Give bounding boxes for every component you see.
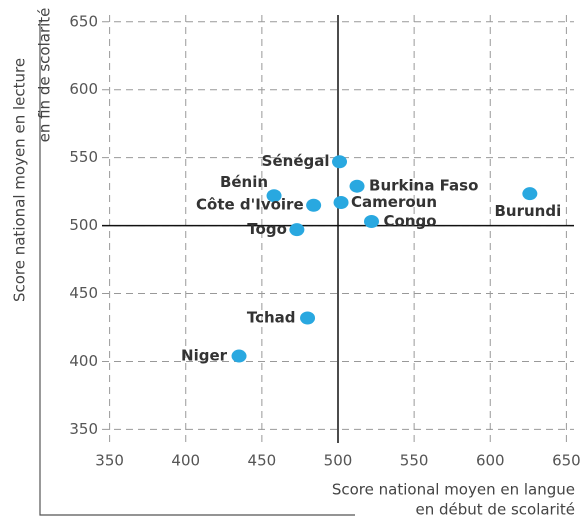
y-tick-label: 350 — [69, 420, 98, 438]
point-label: Sénégal — [262, 152, 330, 170]
point — [289, 223, 305, 237]
x-tick-label: 600 — [476, 452, 505, 470]
y-tick-label: 650 — [69, 12, 98, 30]
point-label: Tchad — [247, 308, 296, 326]
point — [363, 215, 379, 229]
point-label: Bénin — [220, 173, 268, 191]
y-tick-label: 550 — [69, 148, 98, 166]
axis-bracket — [39, 20, 355, 516]
point-label: Togo — [247, 220, 287, 238]
point — [349, 179, 365, 193]
x-tick-label: 500 — [324, 452, 353, 470]
x-axis-label: Score national moyen en langue — [332, 481, 575, 499]
point-label: Niger — [181, 347, 228, 365]
y-tick-label: 450 — [69, 284, 98, 302]
point — [522, 187, 538, 201]
y-axis-label: Score national moyen en lecture — [11, 58, 29, 302]
x-tick-label: 400 — [171, 452, 200, 470]
point-label: Burkina Faso — [369, 177, 478, 195]
x-axis-label: en début de scolarité — [416, 501, 576, 519]
point — [332, 155, 348, 169]
point — [231, 349, 247, 363]
point — [266, 189, 282, 203]
point — [333, 196, 349, 210]
point-label: Burundi — [494, 202, 561, 220]
y-tick-label: 600 — [69, 80, 98, 98]
x-tick-label: 350 — [95, 452, 124, 470]
point-label: Congo — [383, 212, 436, 230]
x-tick-label: 450 — [248, 452, 277, 470]
y-tick-label: 400 — [69, 352, 98, 370]
x-tick-label: 650 — [552, 452, 581, 470]
x-tick-label: 550 — [400, 452, 429, 470]
point — [300, 311, 316, 325]
point-label: Côte d'Ivoire — [196, 196, 304, 214]
point-label: Cameroun — [351, 193, 437, 211]
y-axis-label: en fin de scolarité — [36, 8, 54, 143]
y-tick-label: 500 — [69, 216, 98, 234]
point — [306, 198, 322, 212]
